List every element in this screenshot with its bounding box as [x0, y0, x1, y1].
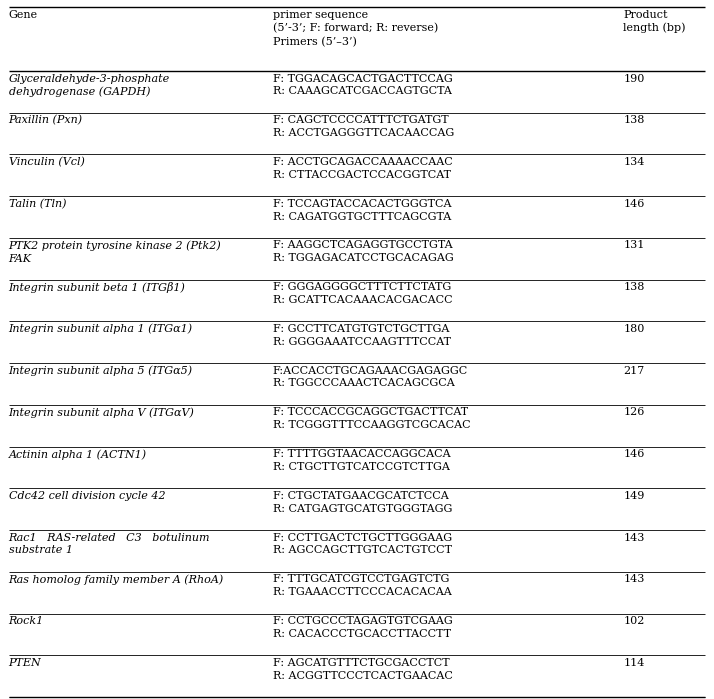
Text: F: TGGACAGCACTGACTTCCAG
R: CAAAGCATCGACCAGTGCTA: F: TGGACAGCACTGACTTCCAG R: CAAAGCATCGACC… — [273, 73, 453, 96]
Text: primer sequence
(5’-3’; F: forward; R: reverse)
Primers (5’–3’): primer sequence (5’-3’; F: forward; R: r… — [273, 10, 438, 47]
Text: F: AGCATGTTTCTGCGACCTCT
R: ACGGTTCCCTCACTGAACAC: F: AGCATGTTTCTGCGACCTCT R: ACGGTTCCCTCAC… — [273, 658, 453, 681]
Text: F: GCCTTCATGTGTCTGCTTGA
R: GGGGAAATCCAAGTTTCCAT: F: GCCTTCATGTGTCTGCTTGA R: GGGGAAATCCAAG… — [273, 324, 451, 347]
Text: Integrin subunit beta 1 (ITGβ1): Integrin subunit beta 1 (ITGβ1) — [9, 282, 186, 293]
Text: Ras homolog family member A (RhoA): Ras homolog family member A (RhoA) — [9, 575, 223, 585]
Text: Product
length (bp): Product length (bp) — [623, 10, 686, 34]
Text: 180: 180 — [623, 324, 645, 334]
Text: PTK2 protein tyrosine kinase 2 (Ptk2)
FAK: PTK2 protein tyrosine kinase 2 (Ptk2) FA… — [9, 240, 221, 264]
Text: 138: 138 — [623, 115, 645, 125]
Text: Integrin subunit alpha 5 (ITGα5): Integrin subunit alpha 5 (ITGα5) — [9, 366, 193, 376]
Text: 114: 114 — [623, 658, 645, 668]
Text: F: GGGAGGGGCTTTCTTCTATG
R: GCATTCACAAACACGACACC: F: GGGAGGGGCTTTCTTCTATG R: GCATTCACAAACA… — [273, 282, 453, 305]
Text: 217: 217 — [623, 366, 645, 375]
Text: F: TTTGCATCGTCCTGAGTCTG
R: TGAAACCTTCCCACACACAA: F: TTTGCATCGTCCTGAGTCTG R: TGAAACCTTCCCA… — [273, 575, 451, 597]
Text: F: TCCCACCGCAGGCTGACTTCAT
R: TCGGGTTTCCAAGGTCGCACAC: F: TCCCACCGCAGGCTGACTTCAT R: TCGGGTTTCCA… — [273, 408, 471, 430]
Text: Integrin subunit alpha 1 (ITGα1): Integrin subunit alpha 1 (ITGα1) — [9, 324, 193, 334]
Text: 134: 134 — [623, 157, 645, 167]
Text: 131: 131 — [623, 240, 645, 250]
Text: 138: 138 — [623, 282, 645, 292]
Text: 146: 146 — [623, 199, 645, 209]
Text: Talin (Tln): Talin (Tln) — [9, 199, 66, 209]
Text: PTEN: PTEN — [9, 658, 41, 668]
Text: 149: 149 — [623, 491, 645, 500]
Text: Glyceraldehyde-3-phosphate
dehydrogenase (GAPDH): Glyceraldehyde-3-phosphate dehydrogenase… — [9, 73, 170, 97]
Text: 143: 143 — [623, 575, 645, 584]
Text: F: ACCTGCAGACCAAAACCAAC
R: CTTACCGACTCCACGGTCAT: F: ACCTGCAGACCAAAACCAAC R: CTTACCGACTCCA… — [273, 157, 453, 180]
Text: 126: 126 — [623, 408, 645, 417]
Text: F: AAGGCTCAGAGGTGCCTGTA
R: TGGAGACATCCTGCACAGAG: F: AAGGCTCAGAGGTGCCTGTA R: TGGAGACATCCTG… — [273, 240, 453, 264]
Text: F: CAGCTCCCCATTTCTGATGT
R: ACCTGAGGGTTCACAACCAG: F: CAGCTCCCCATTTCTGATGT R: ACCTGAGGGTTCA… — [273, 115, 454, 138]
Text: Cdc42 cell division cycle 42: Cdc42 cell division cycle 42 — [9, 491, 165, 500]
Text: Vinculin (Vcl): Vinculin (Vcl) — [9, 157, 84, 167]
Text: Gene: Gene — [9, 10, 38, 20]
Text: Actinin alpha 1 (ACTN1): Actinin alpha 1 (ACTN1) — [9, 449, 146, 460]
Text: Integrin subunit alpha V (ITGαV): Integrin subunit alpha V (ITGαV) — [9, 408, 194, 418]
Text: Rac1   RAS-related   C3   botulinum
substrate 1: Rac1 RAS-related C3 botulinum substrate … — [9, 533, 210, 556]
Text: 190: 190 — [623, 73, 645, 83]
Text: F: CTGCTATGAACGCATCTCCA
R: CATGAGTGCATGTGGGTAGG: F: CTGCTATGAACGCATCTCCA R: CATGAGTGCATGT… — [273, 491, 452, 514]
Text: F: TTTTGGTAACACCAGGCACA
R: CTGCTTGTCATCCGTCTTGA: F: TTTTGGTAACACCAGGCACA R: CTGCTTGTCATCC… — [273, 449, 451, 472]
Text: 146: 146 — [623, 449, 645, 459]
Text: F: CCTTGACTCTGCTTGGGAAG
R: AGCCAGCTTGTCACTGTCCT: F: CCTTGACTCTGCTTGGGAAG R: AGCCAGCTTGTCA… — [273, 533, 452, 556]
Text: Rock1: Rock1 — [9, 616, 44, 626]
Text: 102: 102 — [623, 616, 645, 626]
Text: F:ACCACCTGCAGAAACGAGAGGC
R: TGGCCCAAACTCACAGCGCA: F:ACCACCTGCAGAAACGAGAGGC R: TGGCCCAAACTC… — [273, 366, 468, 389]
Text: F: CCTGCCCTAGAGTGTCGAAG
R: CACACCCTGCACCTTACCTT: F: CCTGCCCTAGAGTGTCGAAG R: CACACCCTGCACC… — [273, 616, 453, 639]
Text: Paxillin (Pxn): Paxillin (Pxn) — [9, 115, 83, 126]
Text: F: TCCAGTACCACACTGGGTCA
R: CAGATGGTGCTTTCAGCGTA: F: TCCAGTACCACACTGGGTCA R: CAGATGGTGCTTT… — [273, 199, 451, 222]
Text: 143: 143 — [623, 533, 645, 542]
